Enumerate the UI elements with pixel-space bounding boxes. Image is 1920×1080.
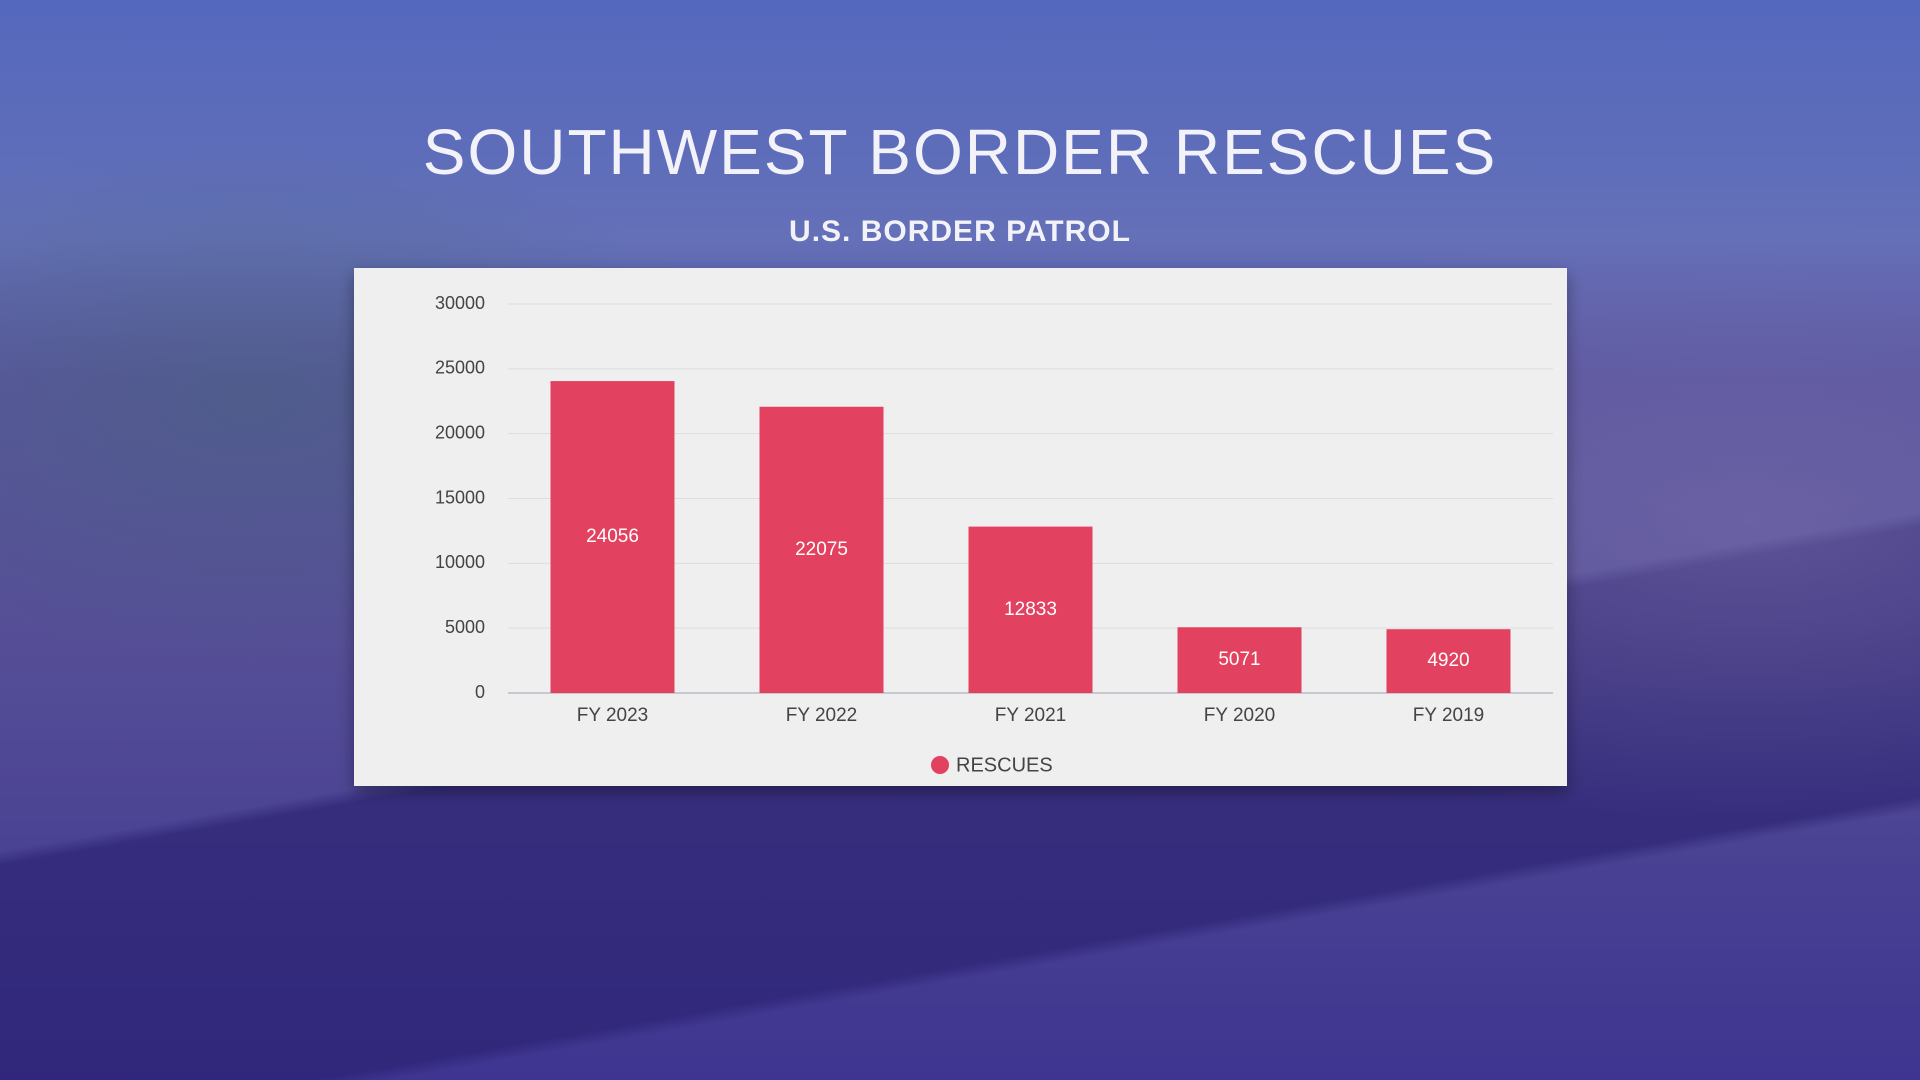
y-tick-label: 5000 [445, 617, 485, 637]
data-label: 5071 [1218, 649, 1260, 670]
y-tick-label: 15000 [435, 487, 485, 507]
bar [1386, 629, 1511, 693]
data-label: 22075 [795, 539, 848, 560]
bar [759, 406, 884, 693]
y-tick-label: 20000 [435, 422, 485, 442]
x-tick-label: FY 2021 [995, 705, 1066, 726]
data-label: 12833 [1004, 599, 1057, 620]
y-tick-label: 10000 [435, 552, 485, 572]
x-tick-label: FY 2022 [786, 705, 857, 726]
chart-title: SOUTHWEST BORDER RESCUES [423, 116, 1498, 188]
x-tick-label: FY 2019 [1413, 705, 1484, 726]
chart-subtitle: U.S. BORDER PATROL [789, 215, 1131, 248]
x-tick-label: FY 2020 [1204, 705, 1275, 726]
legend-label: RESCUES [956, 754, 1053, 776]
bar [1177, 627, 1302, 693]
y-tick-label: 0 [475, 682, 485, 702]
data-label: 24056 [586, 526, 639, 547]
x-tick-label: FY 2023 [577, 705, 648, 726]
chart-panel [354, 268, 1567, 786]
bar [968, 526, 1093, 693]
data-label: 4920 [1427, 650, 1469, 671]
y-tick-label: 25000 [435, 358, 485, 378]
legend-marker [931, 756, 949, 774]
y-tick-label: 30000 [435, 293, 485, 313]
bar [550, 381, 675, 693]
